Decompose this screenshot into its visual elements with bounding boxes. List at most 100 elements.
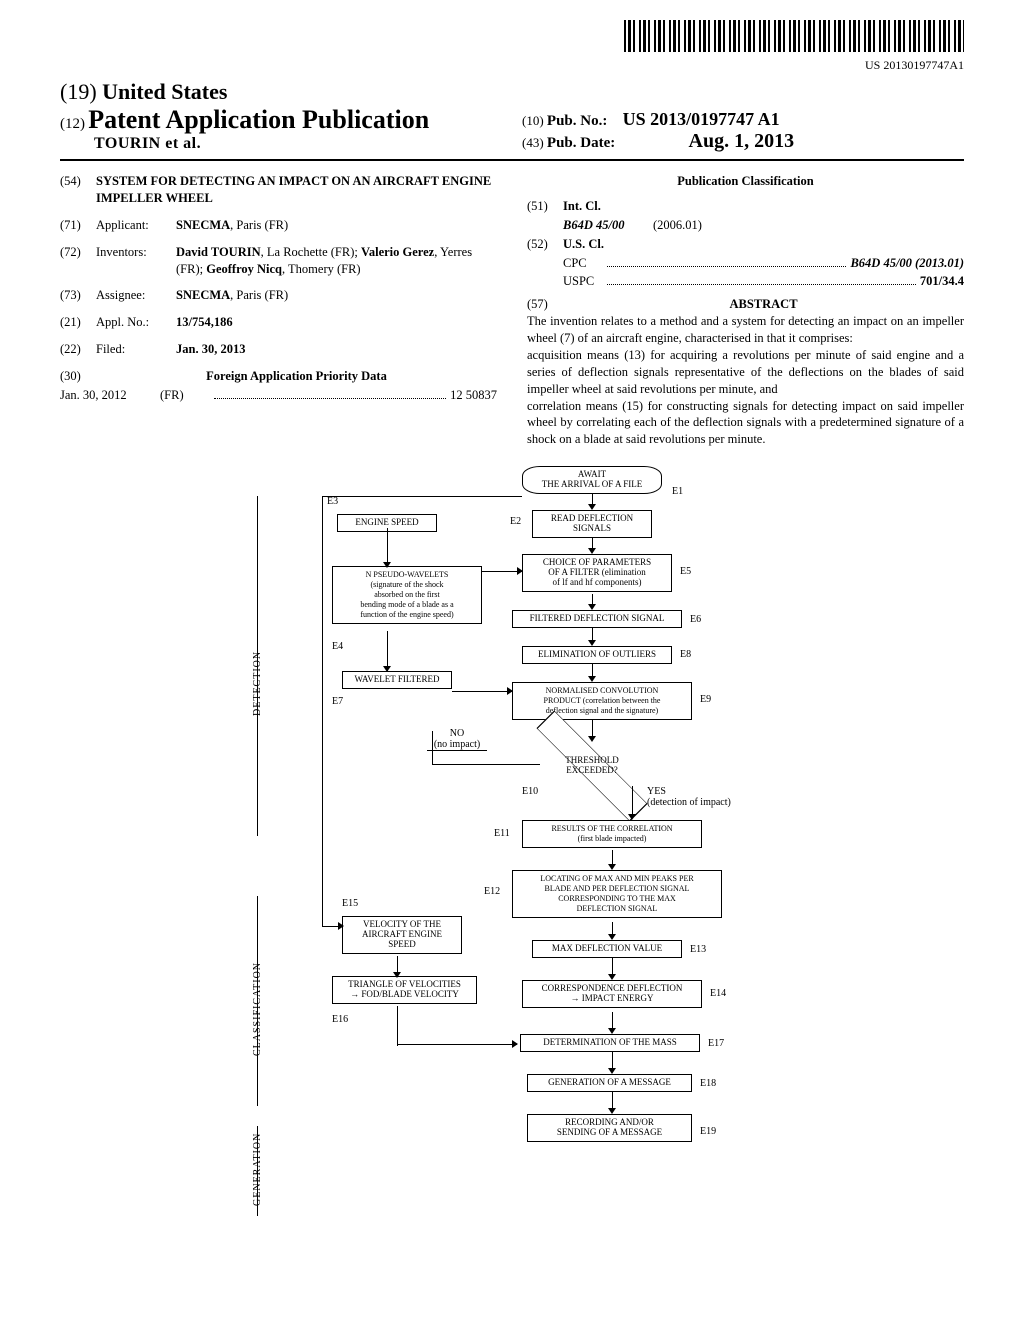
applno-code: (21) xyxy=(60,314,96,331)
cpc-value: B64D 45/00 (2013.01) xyxy=(850,255,964,272)
uspc-value: 701/34.4 xyxy=(920,273,964,290)
box-await: AWAIT THE ARRIVAL OF A FILE xyxy=(522,466,662,494)
box-filter-params: CHOICE OF PARAMETERS OF A FILTER (elimin… xyxy=(522,554,672,592)
country: United States xyxy=(102,79,227,104)
barcode-graphic xyxy=(624,20,964,52)
arrow-icon xyxy=(338,922,344,930)
abstract-p3: correlation means (15) for constructing … xyxy=(527,398,964,449)
box-convolution: NORMALISED CONVOLUTION PRODUCT (correlat… xyxy=(512,682,692,720)
abstract-p1: The invention relates to a method and a … xyxy=(527,313,964,347)
inventors-code: (72) xyxy=(60,244,96,278)
box-wavelet-filtered: WAVELET FILTERED xyxy=(342,671,452,689)
publication-type: Patent Application Publication xyxy=(88,105,429,134)
applicant-value: SNECMA xyxy=(176,218,230,232)
arrow-icon xyxy=(383,666,391,672)
priority-code: (30) xyxy=(60,368,96,385)
invention-title: SYSTEM FOR DETECTING AN IMPACT ON AN AIR… xyxy=(96,173,497,207)
priority-heading: Foreign Application Priority Data xyxy=(96,368,497,385)
generation-label: GENERATION xyxy=(252,1133,263,1206)
label-e19: E19 xyxy=(700,1126,716,1137)
pub-date-value: Aug. 1, 2013 xyxy=(689,130,795,152)
box-outliers: ELIMINATION OF OUTLIERS xyxy=(522,646,672,664)
conn xyxy=(387,528,388,566)
yes-label: YES (detection of impact) xyxy=(647,786,747,808)
arrow-icon xyxy=(383,562,391,568)
inventors-label: Inventors: xyxy=(96,244,176,278)
assignee-code: (73) xyxy=(60,287,96,304)
intcl-version: (2006.01) xyxy=(653,217,753,234)
label-e2: E2 xyxy=(510,516,521,527)
filed-label: Filed: xyxy=(96,341,176,358)
label-e14: E14 xyxy=(710,988,726,999)
dots xyxy=(607,275,916,285)
dots xyxy=(214,389,446,399)
box-max-deflection: MAX DEFLECTION VALUE xyxy=(532,940,682,958)
box-filtered: FILTERED DEFLECTION SIGNAL xyxy=(512,610,682,628)
priority-row: Jan. 30, 2012 (FR) 12 50837 xyxy=(60,387,497,404)
priority-country: (FR) xyxy=(160,387,210,404)
code-19: (19) xyxy=(60,79,97,104)
intcl-label: Int. Cl. xyxy=(563,198,623,215)
uspc-label: USPC xyxy=(563,273,603,290)
arrow-icon xyxy=(517,567,523,575)
box-triangle: TRIANGLE OF VELOCITIES → FOD/BLADE VELOC… xyxy=(332,976,477,1004)
label-e8: E8 xyxy=(680,649,691,660)
conn xyxy=(482,571,522,572)
label-e7: E7 xyxy=(332,696,343,707)
code-12: (12) xyxy=(60,116,85,132)
label-e15: E15 xyxy=(342,898,358,909)
abstract-code: (57) xyxy=(527,296,563,313)
left-column: (54) SYSTEM FOR DETECTING AN IMPACT ON A… xyxy=(60,173,497,448)
label-e17: E17 xyxy=(708,1038,724,1049)
cpc-label: CPC xyxy=(563,255,603,272)
box-mass: DETERMINATION OF THE MASS xyxy=(520,1034,700,1052)
barcode-region: US 20130197747A1 xyxy=(60,20,964,73)
label-e13: E13 xyxy=(690,944,706,955)
abstract-heading: ABSTRACT xyxy=(563,296,964,313)
detection-label: DETECTION xyxy=(252,651,263,716)
label-e10: E10 xyxy=(522,786,538,797)
arrow-icon xyxy=(512,1040,518,1048)
assignee-value: SNECMA xyxy=(176,288,230,302)
diamond-threshold: THRESHOLD EXCEEDED? xyxy=(537,741,647,791)
box-record-send: RECORDING AND/OR SENDING OF A MESSAGE xyxy=(527,1114,692,1142)
conn xyxy=(432,764,540,765)
dots xyxy=(607,257,846,267)
intcl-code: (51) xyxy=(527,198,563,215)
applicant-code: (71) xyxy=(60,217,96,234)
label-e18: E18 xyxy=(700,1078,716,1089)
inventors-value: David TOURIN, La Rochette (FR); Valerio … xyxy=(176,244,497,278)
conn xyxy=(632,786,633,816)
box-gen-message: GENERATION OF A MESSAGE xyxy=(527,1074,692,1092)
title-code: (54) xyxy=(60,173,96,207)
box-locating: LOCATING OF MAX AND MIN PEAKS PER BLADE … xyxy=(512,870,722,918)
classification-heading: Publication Classification xyxy=(527,173,964,190)
label-e6: E6 xyxy=(690,614,701,625)
conn xyxy=(397,1006,398,1046)
conn xyxy=(322,496,522,497)
code-10: (10) xyxy=(522,113,544,128)
barcode-number: US 20130197747A1 xyxy=(60,58,964,73)
assignee-label: Assignee: xyxy=(96,287,176,304)
divider xyxy=(60,159,964,161)
box-read: READ DEFLECTION SIGNALS xyxy=(532,510,652,538)
pub-no-label: Pub. No.: xyxy=(547,113,607,129)
intcl-class: B64D 45/00 xyxy=(563,217,653,234)
flowchart: DETECTION CLASSIFICATION GENERATION AWAI… xyxy=(232,466,792,1226)
label-e1: E1 xyxy=(672,486,683,497)
box-pseudo-wavelets: N PSEUDO-WAVELETS (signature of the shoc… xyxy=(332,566,482,623)
classification-label: CLASSIFICATION xyxy=(252,962,263,1056)
label-e12: E12 xyxy=(484,886,500,897)
right-column: Publication Classification (51) Int. Cl.… xyxy=(527,173,964,448)
priority-date: Jan. 30, 2012 xyxy=(60,387,160,404)
box-velocity: VELOCITY OF THE AIRCRAFT ENGINE SPEED xyxy=(342,916,462,954)
header: (19) United States (12) Patent Applicati… xyxy=(60,79,964,153)
applno-label: Appl. No.: xyxy=(96,314,176,331)
bibliographic-columns: (54) SYSTEM FOR DETECTING AN IMPACT ON A… xyxy=(60,173,964,448)
priority-number: 12 50837 xyxy=(450,387,497,404)
filed-value: Jan. 30, 2013 xyxy=(176,341,497,358)
flowchart-container: DETECTION CLASSIFICATION GENERATION AWAI… xyxy=(60,466,964,1226)
label-e9: E9 xyxy=(700,694,711,705)
label-e16: E16 xyxy=(332,1014,348,1025)
label-e4: E4 xyxy=(332,641,343,652)
